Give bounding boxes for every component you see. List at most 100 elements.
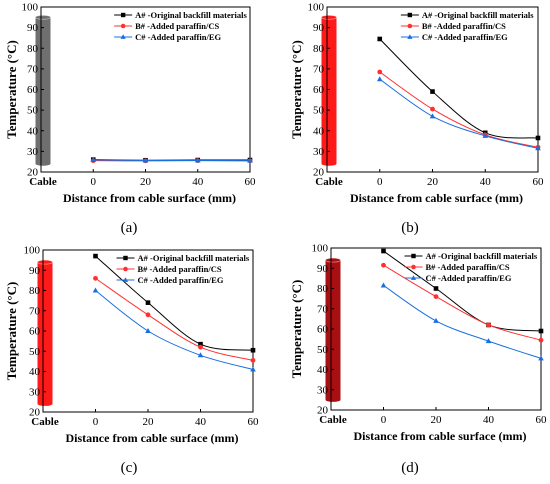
y-tick-label: 20 — [317, 405, 329, 417]
x-tick-label: 40 — [483, 414, 495, 426]
data-point-square — [381, 248, 386, 254]
x-tick-label: 40 — [480, 176, 492, 188]
cable-cylinder-top — [325, 257, 341, 263]
x-axis-title: Distance from cable surface (mm) — [65, 431, 238, 445]
panel-label-a: (a) — [120, 220, 138, 236]
y-tick-label: 100 — [24, 245, 41, 257]
legend-marker-square — [411, 253, 416, 259]
y-tick-label: 40 — [313, 125, 325, 137]
y-tick-label: 40 — [29, 366, 41, 378]
chart-panel-a: 20 30 40 50 60 70 80 90 100 Cable 0 20 40 60 Distance … — [4, 2, 257, 206]
y-tick-label: 80 — [313, 43, 325, 55]
data-point-triangle — [380, 282, 387, 288]
cable-cylinder-top — [37, 259, 53, 265]
y-tick-label: 70 — [313, 63, 325, 75]
data-point-square — [433, 286, 439, 291]
y-tick-label: 90 — [27, 22, 39, 34]
y-tick-label: 40 — [317, 364, 329, 376]
x-tick-label: 60 — [533, 176, 545, 188]
legend-label: B# -Added paraffin/CS — [138, 264, 222, 274]
panel-label-c: (c) — [120, 460, 138, 476]
data-point-triangle — [145, 328, 151, 333]
y-tick-label: 60 — [313, 84, 325, 96]
y-tick-label: 30 — [317, 384, 329, 396]
x-tick-label: 20 — [431, 414, 443, 426]
data-point-circle — [430, 106, 435, 112]
series-line — [379, 71, 539, 148]
x-tick-label: 0 — [91, 176, 97, 188]
y-tick-label: 20 — [29, 407, 41, 419]
chart-panel-d: 20 30 40 50 60 70 80 90 100 Cable 0 20 40 60 Distance … — [289, 243, 548, 444]
legend-marker-square — [123, 255, 128, 261]
x-tick-label: 20 — [140, 176, 152, 188]
y-tick-label: 50 — [313, 105, 325, 117]
data-point-square — [145, 300, 151, 305]
y-tick-label: 80 — [317, 283, 329, 295]
chart-panel-c: 20 30 40 50 60 70 80 90 100 Cable 0 20 40 60 Distance … — [4, 245, 260, 446]
series-line — [379, 38, 539, 139]
data-point-triangle — [485, 338, 492, 344]
data-point-triangle — [92, 287, 99, 293]
cable-cylinder-base — [321, 161, 337, 166]
x-tick-label: 60 — [248, 416, 260, 428]
cable-cylinder-body — [37, 262, 53, 404]
legend-marker-circle — [120, 23, 126, 29]
x-axis-title: Distance from cable surface (mm) — [353, 429, 526, 443]
legend-marker-circle — [123, 266, 128, 272]
data-point-triangle — [535, 145, 541, 151]
data-point-triangle — [250, 366, 256, 372]
panel-label-b: (b) — [401, 220, 419, 236]
data-point-square — [377, 36, 383, 42]
data-point-triangle — [429, 113, 436, 119]
x-tick-label: 60 — [245, 176, 257, 188]
data-point-circle — [145, 312, 151, 318]
y-tick-label: 80 — [29, 285, 41, 297]
legend-marker-square — [120, 12, 126, 18]
x-tick-label-cable: Cable — [31, 416, 59, 428]
x-tick-label-cable: Cable — [29, 176, 57, 188]
x-axis-title: Distance from cable surface (mm) — [350, 191, 523, 205]
y-tick-label: 80 — [27, 43, 39, 55]
x-tick-label-cable: Cable — [319, 414, 347, 426]
data-point-square — [538, 328, 544, 334]
legend-label: A# -Original backfill materials — [138, 253, 250, 263]
legend-label: B# -Added paraffin/CS — [135, 21, 219, 31]
data-point-triangle — [376, 76, 383, 82]
y-tick-label: 60 — [27, 84, 39, 96]
y-tick-label: 70 — [29, 305, 41, 317]
y-axis-title: Temperature (°C) — [4, 282, 19, 381]
x-tick-label: 40 — [192, 176, 204, 188]
data-point-circle — [381, 262, 386, 268]
data-point-circle — [433, 294, 439, 299]
y-tick-label: 50 — [29, 346, 41, 358]
y-tick-label: 30 — [313, 146, 325, 158]
data-point-circle — [377, 69, 383, 75]
legend-label: B# -Added paraffin/CS — [422, 21, 506, 31]
data-point-triangle — [482, 132, 489, 138]
cable-cylinder-body — [325, 260, 341, 400]
y-tick-label: 60 — [317, 324, 329, 336]
y-tick-label: 90 — [29, 265, 41, 277]
panel-label-d: (d) — [401, 460, 419, 476]
y-tick-label: 40 — [27, 125, 39, 137]
series-line — [383, 264, 542, 341]
series-line — [379, 78, 539, 149]
chart-panel-b: 20 30 40 50 60 70 80 90 100 Cable 0 20 40 60 Distance … — [289, 2, 545, 206]
data-point-triangle — [142, 157, 149, 163]
cable-cylinder-body — [35, 17, 51, 164]
series-line — [383, 285, 542, 359]
legend-label: B# -Added paraffin/CS — [426, 262, 510, 272]
x-tick-label: 60 — [536, 414, 548, 426]
legend-label: A# -Original backfill materials — [426, 251, 538, 261]
x-tick-label: 20 — [427, 176, 439, 188]
y-tick-label: 100 — [22, 2, 39, 14]
data-point-circle — [538, 337, 544, 343]
cable-cylinder-top — [321, 14, 337, 20]
y-tick-label: 100 — [308, 2, 325, 14]
legend-marker-circle — [407, 23, 413, 29]
legend-label: C# -Added paraffin/EG — [426, 273, 512, 283]
y-tick-label: 90 — [313, 22, 325, 34]
legend-marker-triangle — [122, 277, 129, 282]
x-tick-label-cable: Cable — [315, 176, 343, 188]
